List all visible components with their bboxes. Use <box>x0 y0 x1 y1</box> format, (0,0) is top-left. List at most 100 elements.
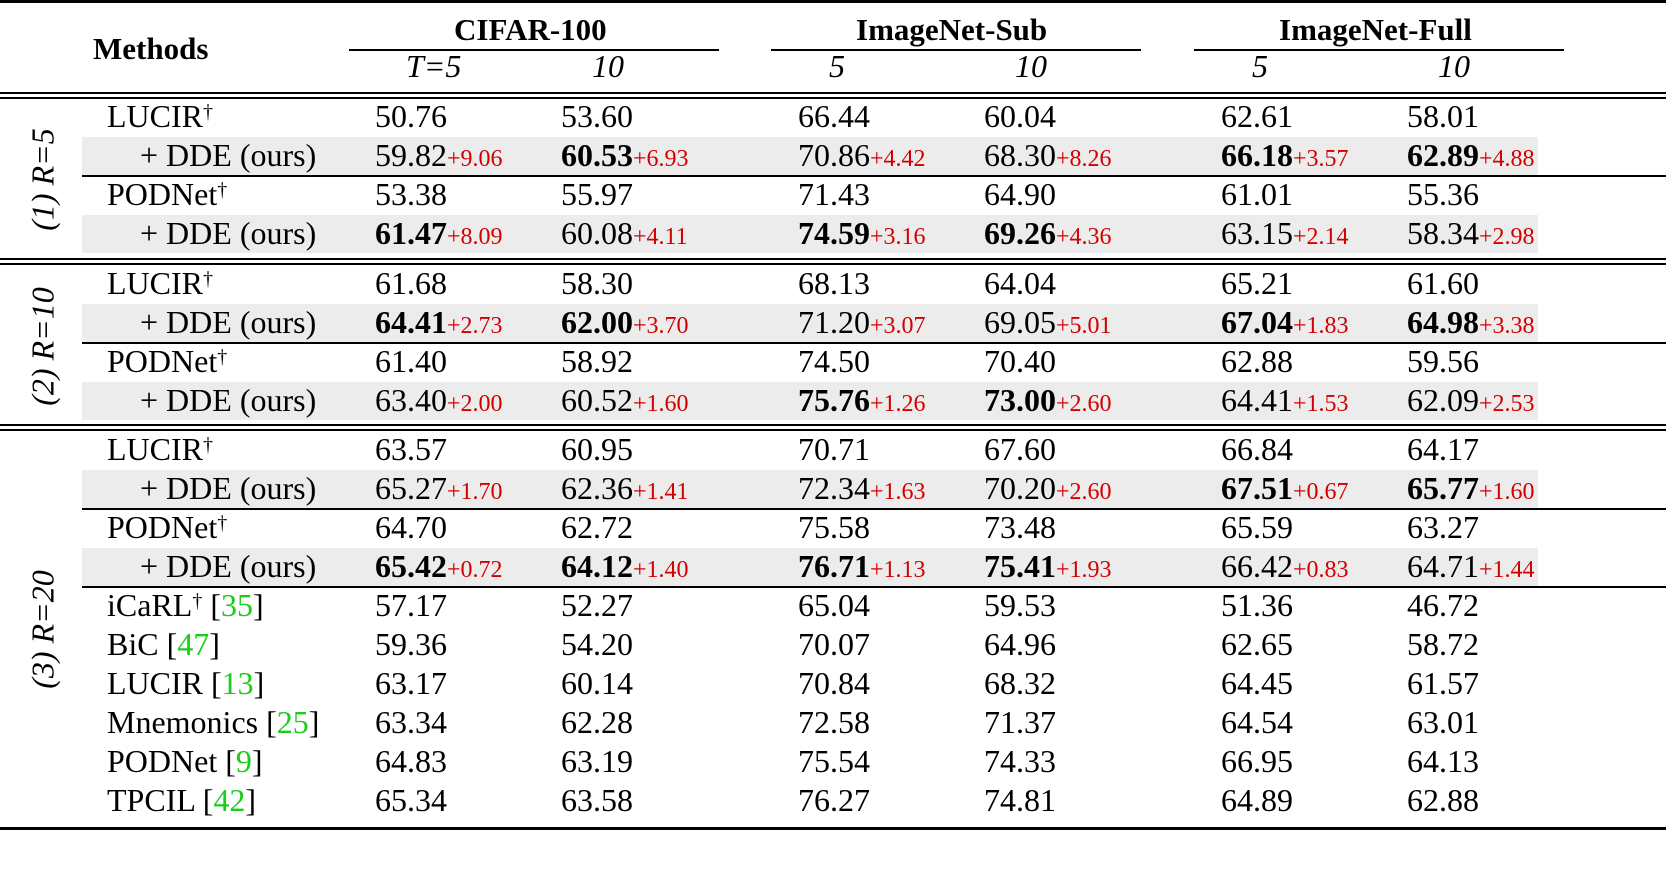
improvement-delta: +1.83 <box>1293 313 1349 339</box>
table-cell: 70.07 <box>798 625 870 663</box>
cell-value: 66.18 <box>1221 137 1293 173</box>
table-cell: 70.84 <box>798 664 870 702</box>
improvement-delta: +1.41 <box>633 479 689 505</box>
table-cell: 62.00+3.70 <box>561 303 689 345</box>
cell-value: 61.68 <box>375 265 447 301</box>
cell-value: 62.88 <box>1407 782 1479 818</box>
table-cell: 63.34 <box>375 703 447 741</box>
citation-link[interactable]: 35 <box>220 587 253 623</box>
cell-value: 71.43 <box>798 176 870 212</box>
table-cell: 53.38 <box>375 175 447 213</box>
table-cell: 57.17 <box>375 586 447 624</box>
cell-value: 61.40 <box>375 343 447 379</box>
improvement-delta: +0.72 <box>447 557 503 583</box>
rule-line <box>0 258 1666 260</box>
method-name: iCaRL† [35] <box>107 587 264 623</box>
table-cell: 64.41+2.73 <box>375 303 503 345</box>
method-label: + DDE (ours) <box>140 137 317 173</box>
step-header: 10 <box>1015 48 1047 84</box>
cell-value: 63.01 <box>1407 704 1479 740</box>
improvement-delta: +4.11 <box>633 224 688 250</box>
highlight-row-bg <box>82 304 1538 342</box>
rule-line <box>82 586 1666 588</box>
improvement-delta: +0.67 <box>1293 479 1349 505</box>
cell-value: 51.36 <box>1221 587 1293 623</box>
cell-value: 62.28 <box>561 704 633 740</box>
cell-value: 70.86 <box>798 137 870 173</box>
cell-value: 68.32 <box>984 665 1056 701</box>
improvement-delta: +0.83 <box>1293 557 1349 583</box>
method-label: + DDE (ours) <box>140 382 317 418</box>
method-label: LUCIR <box>107 431 203 467</box>
cell-value: 62.88 <box>1221 343 1293 379</box>
cell-value: 75.41 <box>984 548 1056 584</box>
cell-value: 64.41 <box>375 304 447 340</box>
table-cell: 74.59+3.16 <box>798 214 926 256</box>
cell-value: 64.70 <box>375 509 447 545</box>
table-cell: 59.56 <box>1407 342 1479 380</box>
method-label: PODNet <box>107 743 218 779</box>
improvement-delta: +2.60 <box>1056 479 1112 505</box>
table-cell: 70.71 <box>798 430 870 468</box>
table-cell: 60.53+6.93 <box>561 136 689 178</box>
citation-link[interactable]: 47 <box>177 626 210 662</box>
method-label: PODNet <box>107 176 218 212</box>
improvement-delta: +2.98 <box>1479 224 1535 250</box>
method-name: PODNet† <box>107 342 227 380</box>
citation-link[interactable]: 42 <box>213 782 246 818</box>
table-cell: 61.57 <box>1407 664 1479 702</box>
cell-value: 62.89 <box>1407 137 1479 173</box>
table-cell: 65.59 <box>1221 508 1293 546</box>
method-label: Mnemonics <box>107 704 259 740</box>
cell-value: 62.00 <box>561 304 633 340</box>
improvement-delta: +8.09 <box>447 224 503 250</box>
cell-value: 63.57 <box>375 431 447 467</box>
cell-value: 64.96 <box>984 626 1056 662</box>
cell-value: 64.83 <box>375 743 447 779</box>
citation-link[interactable]: 25 <box>276 704 309 740</box>
rule-line <box>349 49 719 51</box>
method-name: LUCIR† <box>107 430 213 468</box>
table-cell: 68.32 <box>984 664 1056 702</box>
cell-value: 71.20 <box>798 304 870 340</box>
citation-link[interactable]: 9 <box>235 743 252 779</box>
improvement-delta: +2.60 <box>1056 391 1112 417</box>
table-cell: 63.15+2.14 <box>1221 214 1349 256</box>
cell-value: 58.72 <box>1407 626 1479 662</box>
table-cell: 59.36 <box>375 625 447 663</box>
table-cell: 63.40+2.00 <box>375 381 503 423</box>
cell-value: 61.57 <box>1407 665 1479 701</box>
cell-value: 75.76 <box>798 382 870 418</box>
improvement-delta: +3.57 <box>1293 146 1349 172</box>
improvement-delta: +9.06 <box>447 146 503 172</box>
method-name: + DDE (ours) <box>140 136 316 174</box>
table-cell: 75.54 <box>798 742 870 780</box>
cell-value: 62.61 <box>1221 98 1293 134</box>
cell-value: 64.13 <box>1407 743 1479 779</box>
improvement-delta: +2.14 <box>1293 224 1349 250</box>
rule-line <box>0 92 1666 94</box>
cell-value: 63.17 <box>375 665 447 701</box>
citation-link[interactable]: 13 <box>221 665 254 701</box>
improvement-delta: +2.73 <box>447 313 503 339</box>
cell-value: 62.65 <box>1221 626 1293 662</box>
cell-value: 60.52 <box>561 382 633 418</box>
table-cell: 60.08+4.11 <box>561 214 688 256</box>
method-label: LUCIR <box>107 98 203 134</box>
cell-value: 54.20 <box>561 626 633 662</box>
improvement-delta: +1.40 <box>633 557 689 583</box>
method-label: BiC <box>107 626 159 662</box>
method-name: + DDE (ours) <box>140 547 316 585</box>
cell-value: 64.90 <box>984 176 1056 212</box>
dagger-mark: † <box>203 434 213 456</box>
table-cell: 63.17 <box>375 664 447 702</box>
cell-value: 64.17 <box>1407 431 1479 467</box>
table-cell: 58.72 <box>1407 625 1479 663</box>
table-cell: 75.76+1.26 <box>798 381 926 423</box>
cell-value: 76.27 <box>798 782 870 818</box>
dagger-mark: † <box>217 179 228 201</box>
cell-value: 60.95 <box>561 431 633 467</box>
cell-value: 69.26 <box>984 215 1056 251</box>
cell-value: 55.97 <box>561 176 633 212</box>
method-label: + DDE (ours) <box>140 215 317 251</box>
